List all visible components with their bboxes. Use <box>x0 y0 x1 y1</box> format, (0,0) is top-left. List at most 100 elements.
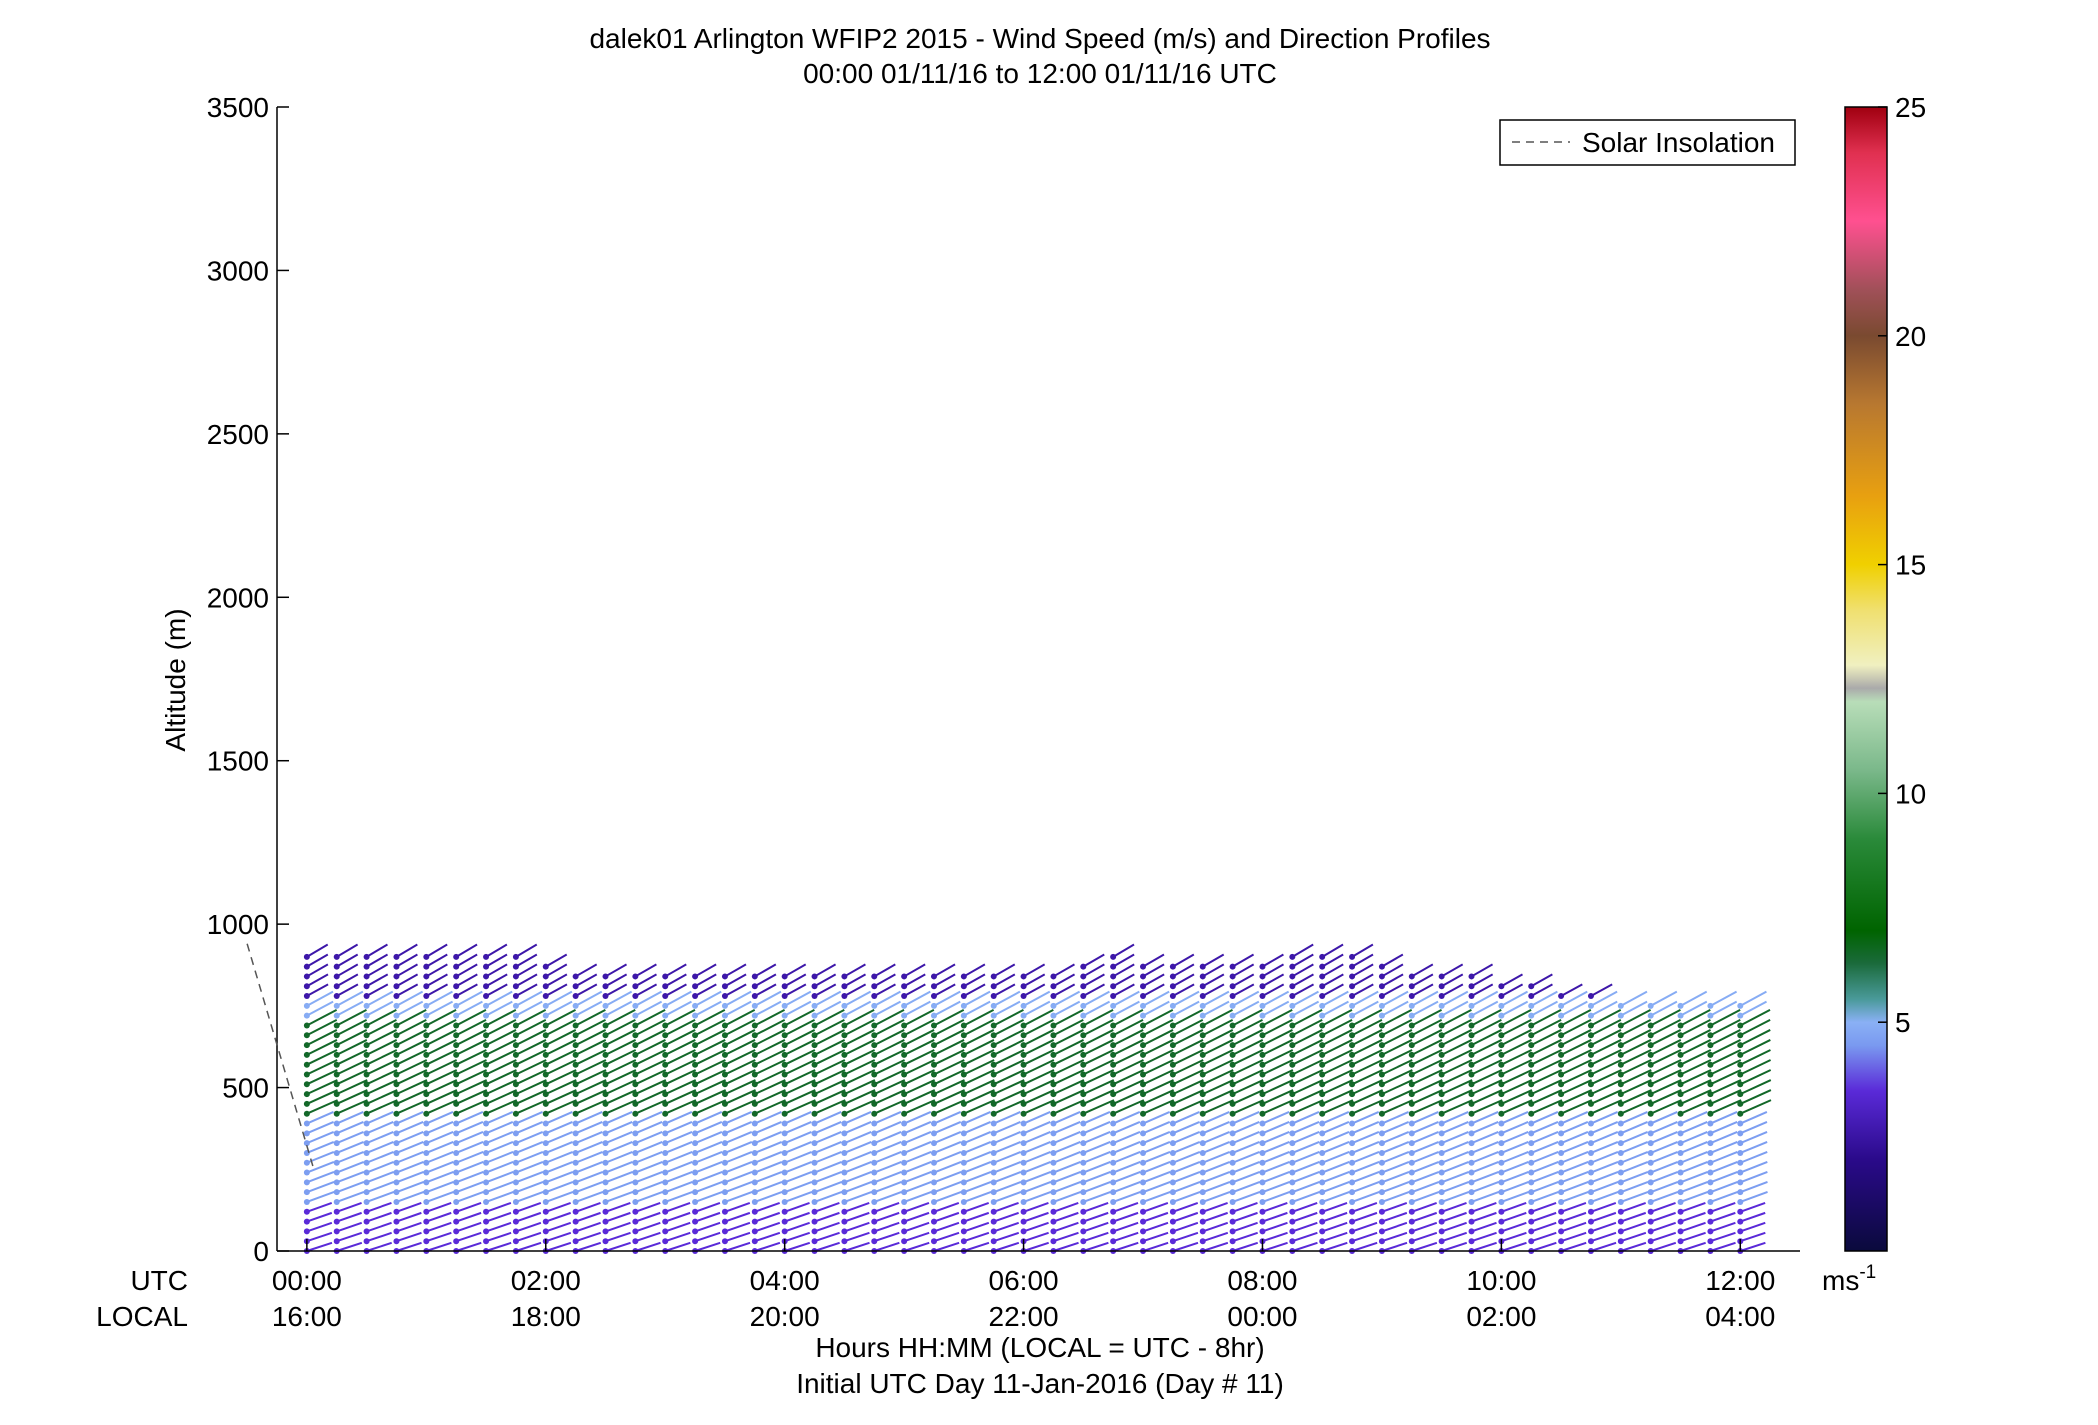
wind-barb-shaft <box>1590 990 1618 1007</box>
wind-barb-point <box>363 963 370 970</box>
wind-barb-shaft <box>1560 1131 1589 1145</box>
wind-barb-shaft <box>724 1079 756 1096</box>
wind-barb-point <box>1199 1208 1206 1215</box>
wind-barb-shaft <box>634 973 657 988</box>
wind-barb-shaft <box>425 943 448 958</box>
wind-barb-shaft <box>455 1069 488 1086</box>
wind-barb-point <box>1438 1169 1445 1176</box>
wind-barb-shaft <box>575 1019 606 1037</box>
wind-barb-shaft <box>485 1000 513 1017</box>
wind-barb-point <box>1737 1120 1744 1127</box>
wind-barb-shaft <box>1053 1079 1085 1096</box>
wind-barb-shaft <box>1023 1039 1055 1056</box>
wind-barb-point <box>1587 1032 1594 1039</box>
wind-barb-shaft <box>1441 983 1464 997</box>
wind-barb-shaft <box>1112 943 1135 958</box>
wind-barb-shaft <box>1232 1241 1259 1252</box>
wind-barb-point <box>393 1061 400 1068</box>
local-row-label: LOCAL <box>96 1301 188 1332</box>
wind-barb-point <box>1707 1238 1714 1245</box>
wind-barb-point <box>453 1198 460 1205</box>
wind-barb-point <box>423 1042 430 1049</box>
wind-barb-point <box>692 1042 699 1049</box>
wind-barb-shaft <box>1530 983 1553 997</box>
wind-barb-shaft <box>1112 1171 1141 1184</box>
wind-barb-shaft <box>754 1059 786 1076</box>
wind-barb-shaft <box>1560 1029 1592 1046</box>
wind-barb-shaft <box>1560 1201 1587 1213</box>
wind-barb-point <box>1677 1130 1684 1137</box>
wind-barb-shaft <box>485 1111 514 1125</box>
wind-barb-shaft <box>1500 990 1529 1007</box>
wind-barb-point <box>1349 1149 1356 1156</box>
wind-barb-shaft <box>993 1221 1020 1233</box>
wind-barb-point <box>1259 1228 1266 1235</box>
wind-barb-point <box>1199 1149 1206 1156</box>
wind-barb-shaft <box>694 1111 723 1125</box>
wind-barb-shaft <box>1411 1161 1440 1174</box>
wind-barb-point <box>1737 1169 1744 1176</box>
wind-barb-shaft <box>873 1000 901 1017</box>
wind-barb-shaft <box>1142 1131 1171 1145</box>
wind-barb-shaft <box>1680 990 1708 1007</box>
wind-barb-shaft <box>1053 1121 1081 1135</box>
wind-barb-shaft <box>425 1221 452 1233</box>
wind-barb-point <box>930 1071 937 1078</box>
wind-barb-shaft <box>1381 1039 1413 1056</box>
wind-barb-point <box>721 1140 728 1147</box>
wind-barb-point <box>453 1238 460 1245</box>
wind-barb-point <box>721 1022 728 1029</box>
wind-barb-shaft <box>1530 1099 1563 1115</box>
wind-barb-shaft <box>963 990 991 1007</box>
wind-barb-point <box>1498 1208 1505 1215</box>
wind-barb-point <box>333 1189 340 1196</box>
wind-barb-shaft <box>993 1211 1019 1223</box>
wind-barb-shaft <box>575 1181 604 1194</box>
wind-barb-shaft <box>1650 1019 1682 1037</box>
wind-barb-point <box>1050 1218 1057 1225</box>
wind-barb-point <box>811 1228 818 1235</box>
wind-barb-shaft <box>724 1201 751 1213</box>
wind-barb-point <box>1408 1120 1415 1127</box>
wind-barb-shaft <box>724 1171 753 1184</box>
wind-barb-shaft <box>784 1019 815 1037</box>
wind-barb-shaft <box>1232 1099 1264 1115</box>
wind-barb-shaft <box>1053 1089 1085 1105</box>
wind-barb-point <box>1707 1002 1714 1009</box>
wind-barb-point <box>423 1218 430 1225</box>
wind-barb-shaft <box>485 983 508 997</box>
wind-barb-point <box>1229 1051 1236 1058</box>
wind-barb-shaft <box>455 1029 487 1046</box>
wind-barb-point <box>1140 1238 1147 1245</box>
wind-barb-shaft <box>873 1049 905 1066</box>
wind-barb-point <box>363 1140 370 1147</box>
wind-barb-shaft <box>1082 1069 1115 1086</box>
wind-barb-shaft <box>1650 1241 1677 1252</box>
wind-barb-shaft <box>1441 1099 1473 1115</box>
wind-barb-point <box>483 1208 490 1215</box>
wind-barb-shaft <box>1023 1049 1055 1066</box>
wind-barb-point <box>1587 1189 1594 1196</box>
wind-barb-shaft <box>963 1069 995 1086</box>
wind-barb-shaft <box>694 1191 723 1203</box>
wind-barb-shaft <box>575 1141 603 1154</box>
wind-barb-point <box>1080 1218 1087 1225</box>
wind-barb-point <box>1259 1110 1266 1117</box>
wind-barb-shaft <box>1381 953 1404 968</box>
wind-barb-point <box>393 1032 400 1039</box>
wind-barb-shaft <box>605 1049 637 1066</box>
wind-barb-point <box>572 1100 579 1107</box>
wind-barb-shaft <box>605 990 633 1007</box>
wind-barb-point <box>990 1002 997 1009</box>
wind-barb-point <box>1617 1130 1624 1137</box>
wind-barb-point <box>1199 1091 1206 1098</box>
wind-barb-point <box>1110 993 1117 1000</box>
wind-barb-shaft <box>1142 1171 1171 1184</box>
wind-barb-shaft <box>545 1069 577 1086</box>
wind-barb-point <box>1050 1149 1057 1156</box>
wind-barb-shaft <box>425 973 448 988</box>
wind-barb-shaft <box>1351 1111 1380 1125</box>
wind-barb-point <box>1110 1071 1117 1078</box>
wind-barb-shaft <box>1590 1211 1617 1223</box>
wind-barb-shaft <box>366 983 389 997</box>
